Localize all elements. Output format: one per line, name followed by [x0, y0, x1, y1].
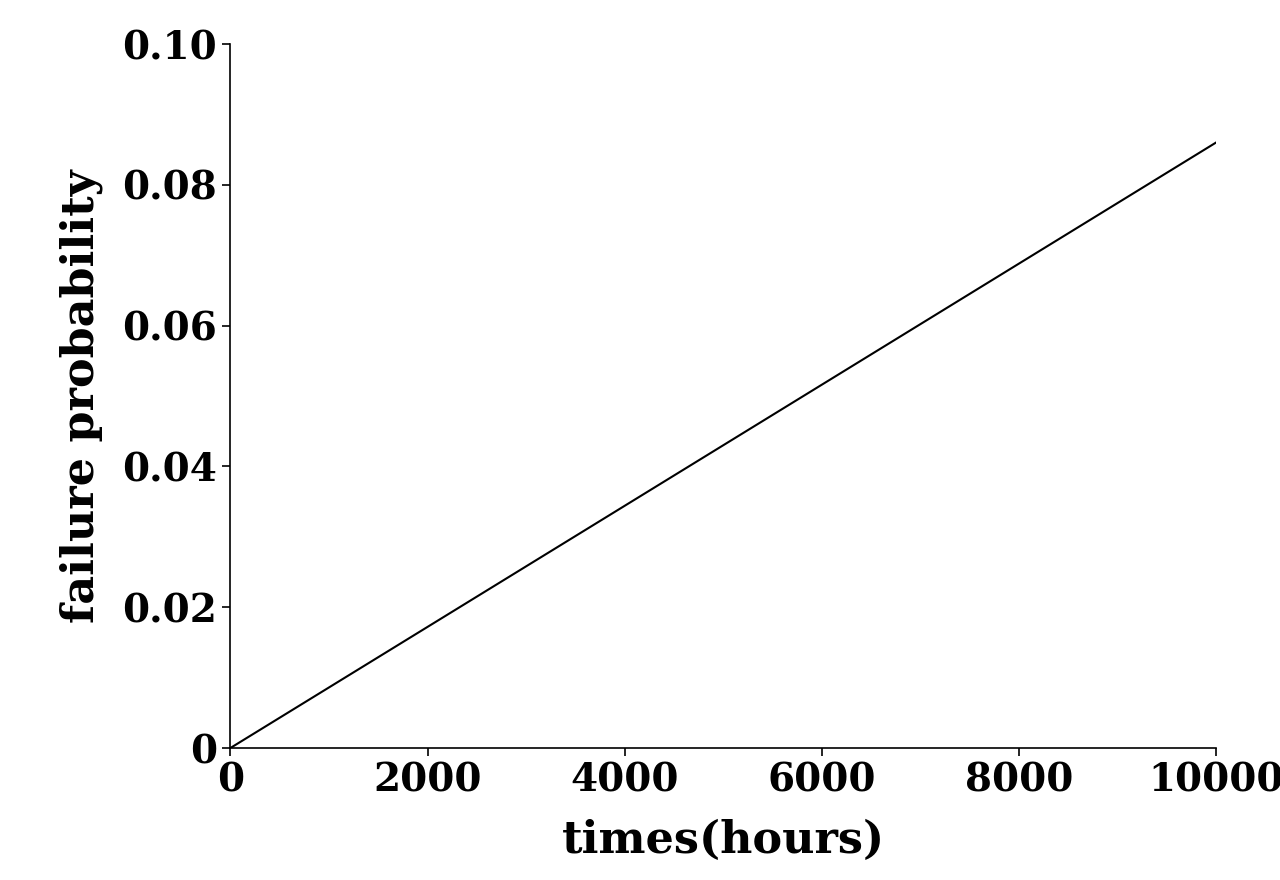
X-axis label: times(hours): times(hours) [562, 818, 884, 862]
Y-axis label: failure probability: failure probability [59, 169, 102, 623]
